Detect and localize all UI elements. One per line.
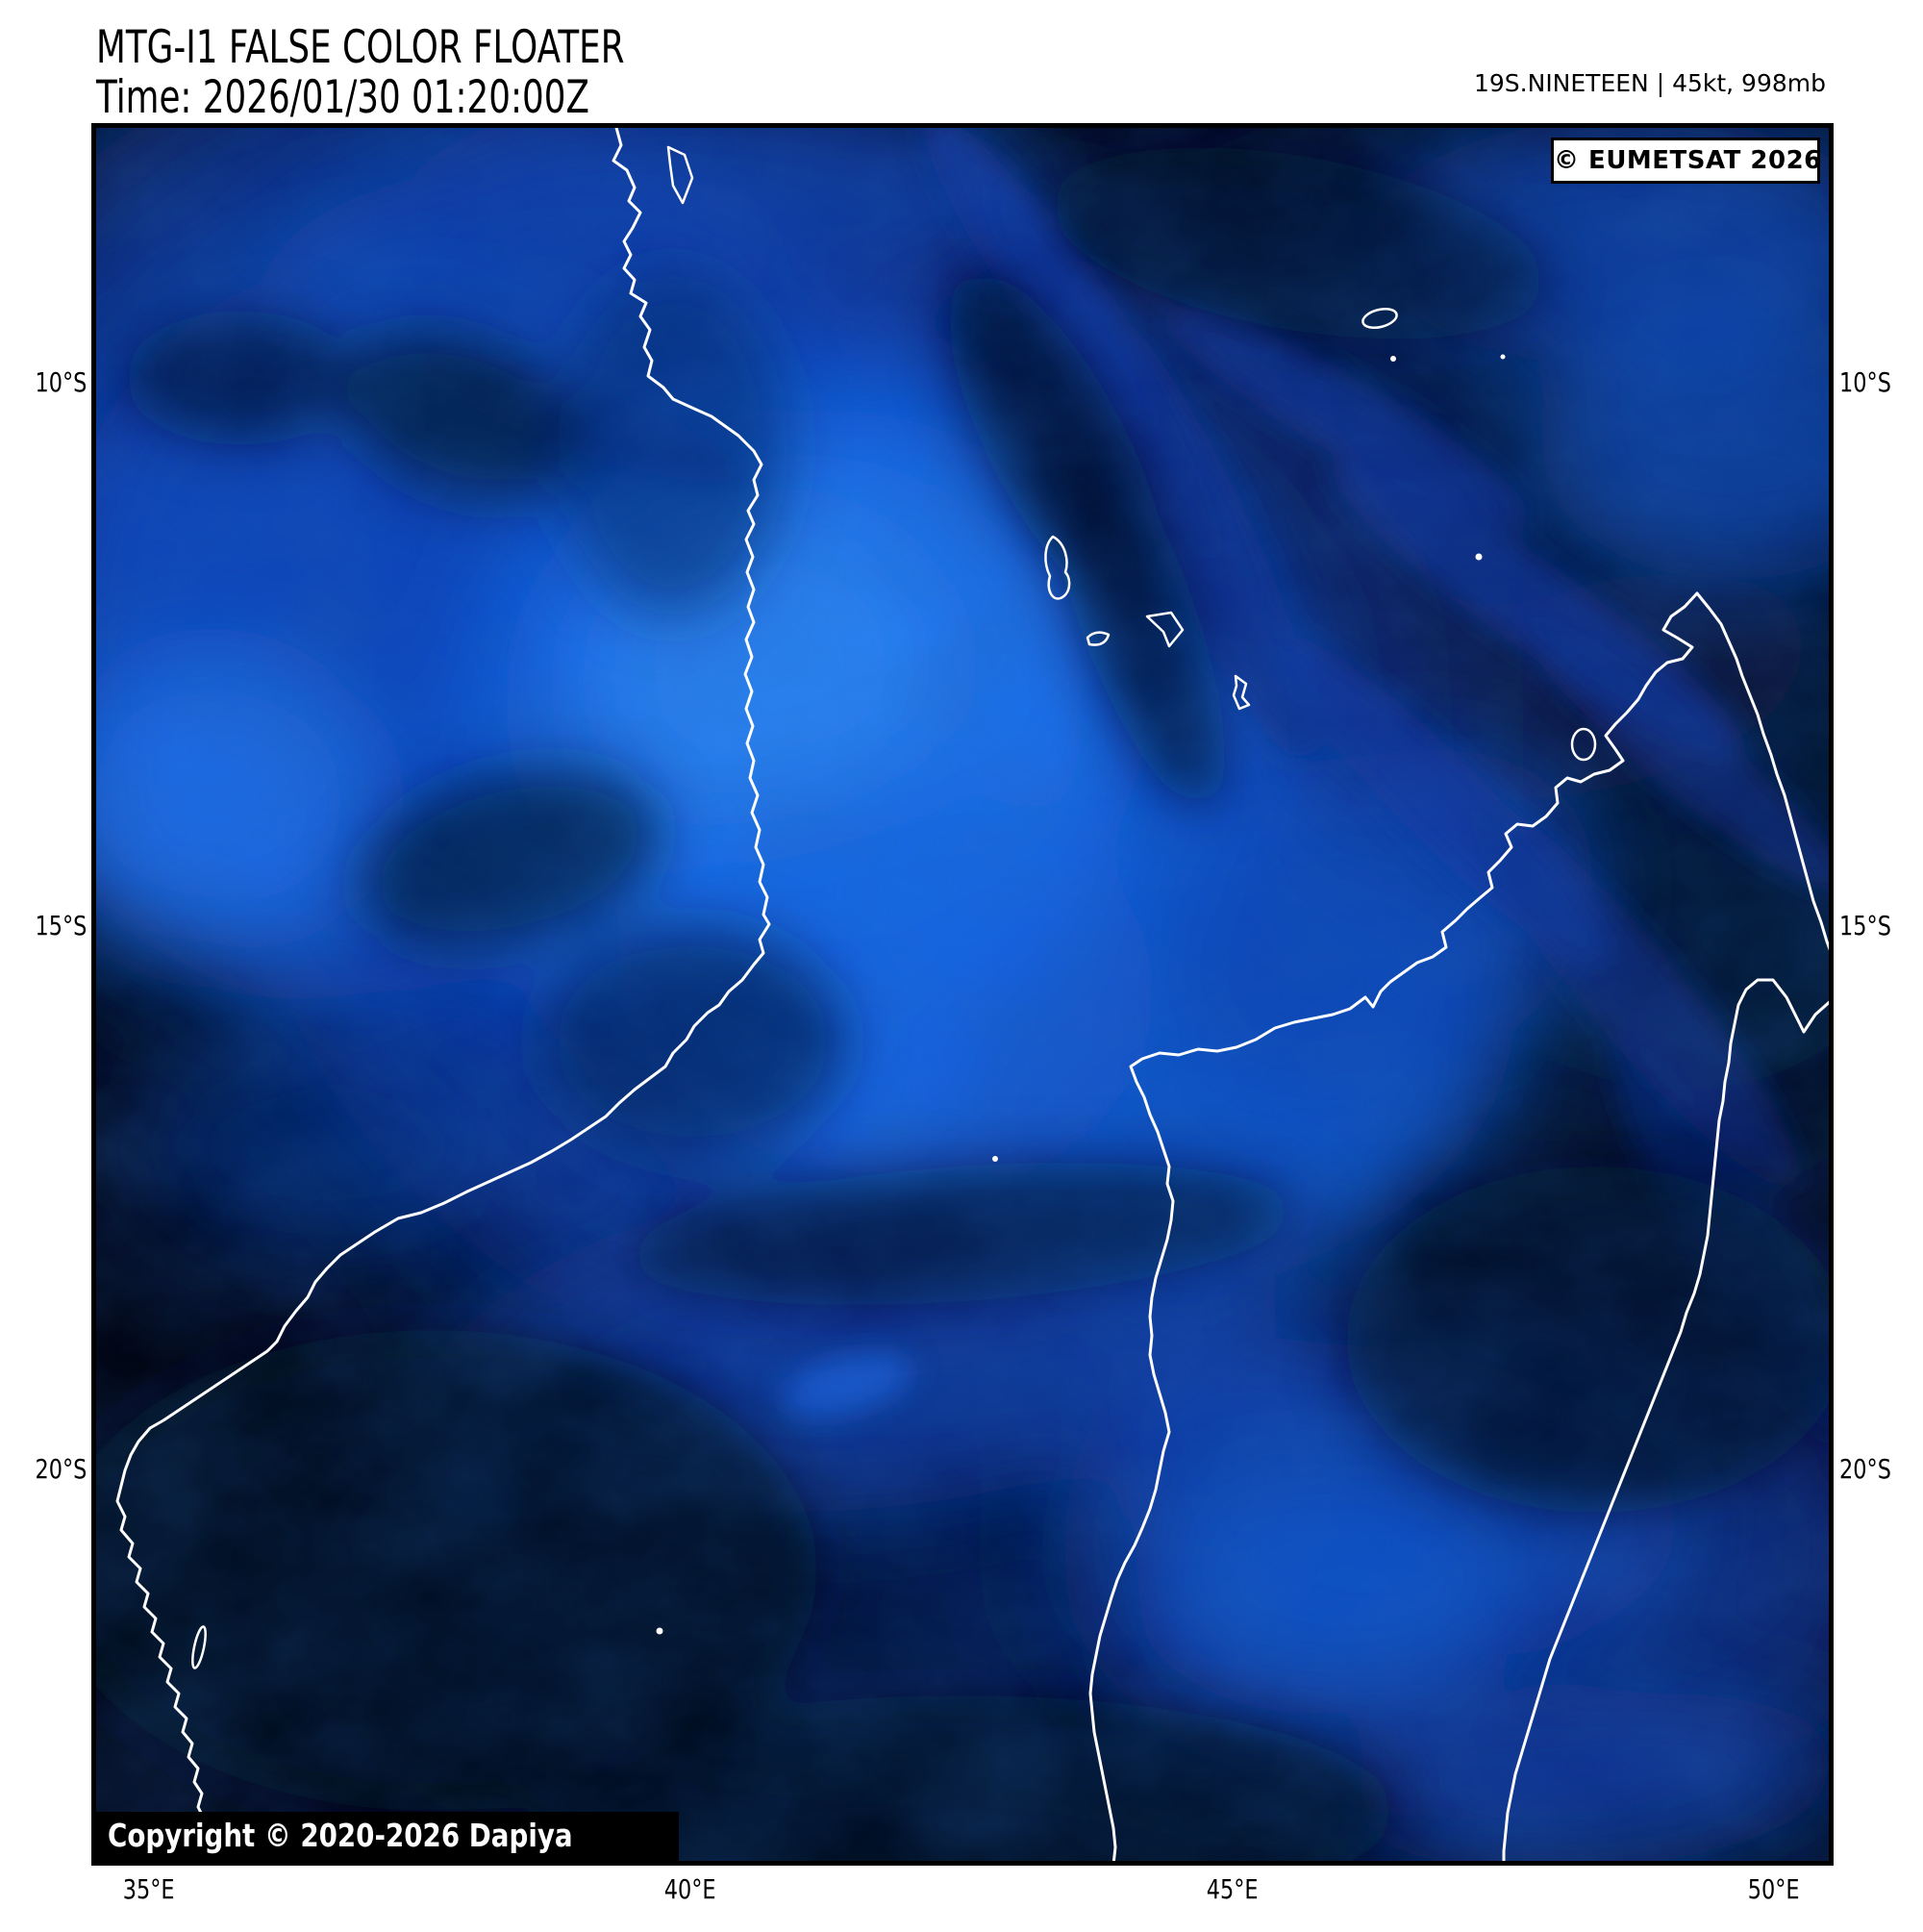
island-bassas-da-india	[656, 1627, 663, 1635]
lon-label-40e: 40°E	[664, 1873, 716, 1905]
lat-label-left-15s: 15°S	[35, 910, 87, 941]
lon-label-50e: 50°E	[1748, 1873, 1800, 1905]
satellite-image	[96, 128, 1829, 1861]
coastline-madagascar-west	[1088, 591, 1699, 1861]
island-grande-comore	[1044, 535, 1071, 600]
timestamp-text: Time: 2026/01/30 01:20:00Z	[96, 71, 589, 124]
attribution-badge: © EUMETSAT 2026	[1551, 138, 1821, 184]
island-glorioso	[1475, 553, 1483, 561]
island-mayotte	[1232, 674, 1251, 711]
lat-label-left-20s: 20°S	[35, 1453, 87, 1485]
satellite-map: © EUMETSAT 2026 Copyright © 2020-2026 Da…	[91, 123, 1834, 1866]
storm-info-label: 19S.NINETEEN | 45kt, 998mb	[1473, 69, 1826, 97]
page-title-text: MTG-I1 FALSE COLOR FLOATER	[96, 21, 625, 74]
island-juan-de-nova	[992, 1156, 998, 1162]
timestamp-line: Time: 2026/01/30 01:20:00Z	[96, 73, 791, 123]
lat-label-left-10s: 10°S	[35, 366, 87, 398]
lon-label-45e: 45°E	[1207, 1873, 1259, 1905]
page-title: MTG-I1 FALSE COLOR FLOATER	[96, 23, 791, 73]
coastline-madagascar-east	[1502, 591, 1829, 1861]
cloud-texture-overlay	[96, 128, 1829, 1861]
lat-label-right-10s: 10°S	[1839, 366, 1891, 398]
coastal-lagoon	[191, 1625, 207, 1669]
lat-label-right-20s: 20°S	[1839, 1453, 1891, 1485]
island-moheli	[1086, 631, 1111, 646]
island-mafia	[666, 145, 694, 205]
island-anjouan	[1145, 611, 1185, 648]
copyright-overlay: Copyright © 2020-2026 Dapiya	[96, 1812, 679, 1861]
copyright-text: Copyright © 2020-2026 Dapiya	[108, 1817, 573, 1854]
lat-label-right-15s: 15°S	[1839, 910, 1891, 941]
header-title-block: MTG-I1 FALSE COLOR FLOATER Time: 2026/01…	[96, 23, 791, 123]
island-nosy-be	[1570, 727, 1597, 762]
coastline-africa	[115, 128, 771, 1861]
island-aldabra-atoll	[1361, 307, 1398, 330]
lon-label-35e: 35°E	[123, 1873, 175, 1905]
islet-dot-1	[1390, 356, 1396, 362]
islet-dot-2	[1500, 354, 1506, 360]
